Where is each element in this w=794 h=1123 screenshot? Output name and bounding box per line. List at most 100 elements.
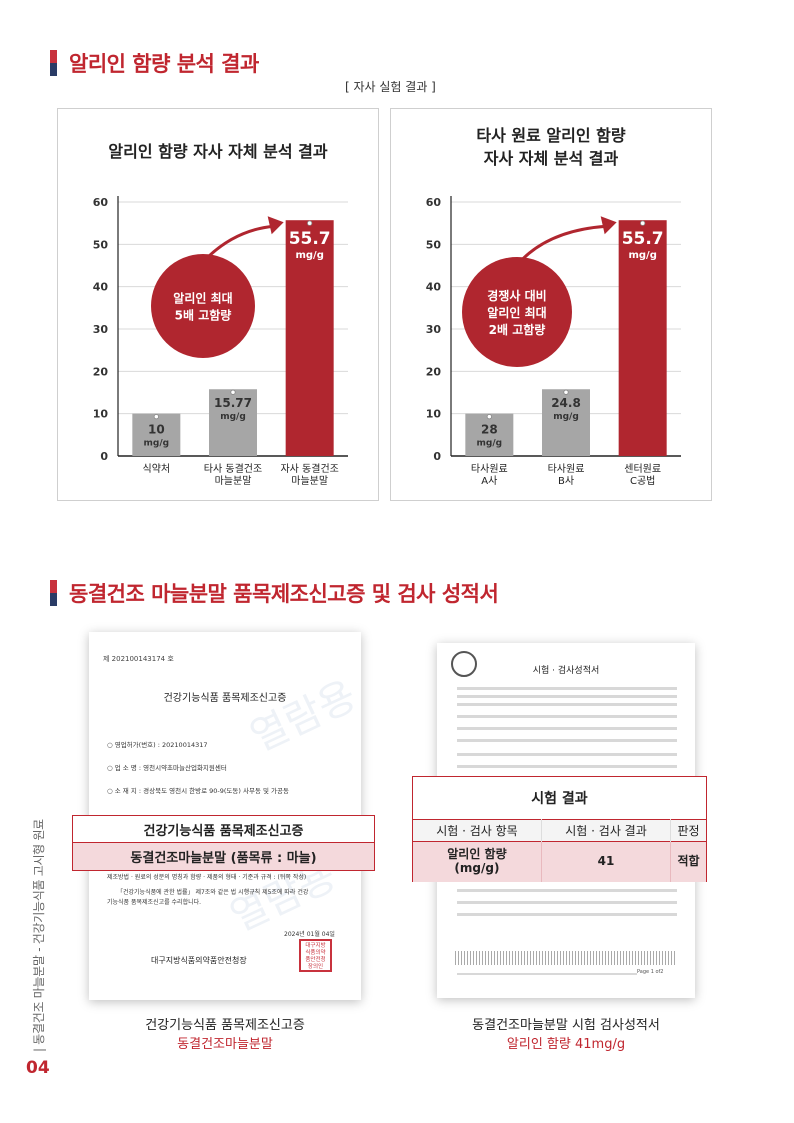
section-marker	[50, 50, 57, 76]
report-seal-icon	[451, 651, 477, 677]
callout-arrowhead	[600, 216, 617, 235]
y-tick-label: 30	[426, 323, 442, 336]
col-header-item: 시험 · 검사 항목	[413, 819, 542, 842]
cert-line2: ○ 업 소 명 : 영천시약초마늘산업화지원센터	[107, 764, 227, 772]
cert-line1: ○ 영업허가(번호) : 20210014317	[107, 741, 208, 749]
x-category-label: 마늘분말	[291, 475, 328, 487]
y-tick-label: 40	[93, 281, 109, 294]
experiment-note: [ 자사 실험 결과 ]	[345, 80, 436, 94]
cert-line6: 기능식품 품목제조신고를 수리합니다.	[107, 899, 202, 906]
cell-item: 알리인 함량 (mg/g)	[413, 841, 542, 882]
y-tick-label: 10	[426, 408, 442, 421]
value-label: 10	[148, 423, 165, 437]
x-category-label: B사	[558, 475, 574, 487]
chart-left-title: 알리인 함량 자사 자체 분석 결과	[108, 142, 327, 161]
page-number: 04	[26, 1058, 50, 1078]
chart-right: 타사 원료 알리인 함량 자사 자체 분석 결과 0 10 20 30 40 50 60 28…	[426, 126, 681, 487]
cert-highlight-product: 동결건조마늘분말 (품목류 : 마늘)	[73, 843, 374, 870]
x-category-label: 센터원료	[624, 463, 661, 475]
cert-caption: 건강기능식품 품목제조신고증 동결건조마늘분말	[75, 1016, 375, 1054]
value-label: 55.7	[289, 229, 331, 249]
unit-label: mg/g	[477, 439, 503, 449]
col-header-result: 시험 · 검사 결과	[541, 819, 672, 842]
section-marker	[50, 580, 57, 606]
callout-text: 5배 고함량	[175, 308, 232, 323]
y-tick-label: 40	[426, 281, 442, 294]
value-label: 15.77	[214, 396, 252, 410]
section-title-text: 알리인 함량 분석 결과	[69, 52, 259, 76]
cert-line5: 「건강기능식품에 관한 법률」 제7조와 같은 법 시행규칙 제5조에 따라 건…	[117, 889, 309, 896]
y-tick-label: 20	[426, 365, 442, 378]
y-tick-label: 20	[93, 365, 109, 378]
bar-0	[132, 413, 181, 456]
x-category-label: 타사원료	[548, 463, 585, 475]
section-title-allicin: 알리인 함량 분석 결과	[50, 48, 259, 78]
bar-0	[465, 413, 514, 456]
value-label: 55.7	[622, 229, 664, 249]
value-label: 24.8	[551, 396, 581, 410]
chart-right-title-line2: 자사 자체 분석 결과	[484, 149, 619, 168]
bar-1	[542, 389, 590, 456]
chart-left-box: 알리인 함량 자사 자체 분석 결과 0 10 20 30 40 50 60 10 mg/g 식약…	[57, 108, 379, 501]
callout-circle	[462, 257, 572, 367]
chart-right-box: 타사 원료 알리인 함량 자사 자체 분석 결과 0 10 20 30 40 50 60 28…	[390, 108, 712, 501]
cert-number: 제 202100143174 호	[103, 655, 174, 663]
section-title-documents: 동결건조 마늘분말 품목제조신고증 및 검사 성적서	[50, 578, 499, 608]
callout-text: 2배 고함량	[489, 322, 546, 337]
cert-date: 2024년 01월 04일	[284, 931, 335, 938]
chart-right-title-line1: 타사 원료 알리인 함량	[476, 126, 625, 145]
report-barcode	[455, 951, 677, 965]
cell-judgement: 적합	[670, 841, 706, 882]
bar-top-dot	[640, 220, 646, 226]
cert-caption-line2: 동결건조마늘분말	[177, 1037, 273, 1052]
report-caption-line1: 동결건조마늘분말 시험 검사성적서	[472, 1018, 660, 1033]
report-caption-line2: 알리인 함량 41mg/g	[506, 1037, 626, 1052]
x-category-label: 자사 동결건조	[280, 463, 338, 475]
bar-top-dot	[230, 389, 236, 395]
x-category-label: 타사 동결건조	[204, 463, 262, 475]
report-doc-title: 시험 · 검사성적서	[532, 666, 600, 676]
y-tick-label: 30	[93, 323, 109, 336]
col-header-judgement: 판정	[670, 819, 706, 842]
report-page: Page 1 of2	[637, 969, 664, 975]
y-tick-label: 10	[93, 408, 109, 421]
test-result-table: 시험 · 검사 항목 시험 · 검사 결과 판정 알리인 함량 (mg/g) 4…	[413, 819, 706, 882]
y-tick-label: 60	[93, 196, 109, 209]
value-label: 28	[481, 423, 498, 437]
cert-issuer: 대구지방식품의약품안전청장	[151, 956, 247, 965]
y-tick-label: 0	[100, 450, 108, 463]
cert-highlight: 건강기능식품 품목제조신고증 동결건조마늘분말 (품목류 : 마늘)	[72, 815, 375, 871]
section-title-text: 동결건조 마늘분말 품목제조신고증 및 검사 성적서	[69, 582, 499, 606]
cert-highlight-title: 건강기능식품 품목제조신고증	[73, 816, 374, 843]
bar-2	[618, 220, 667, 456]
cert-line3: ○ 소 재 지 : 경상북도 영천시 한방로 90-9(도동) 사무동 및 가공…	[107, 787, 289, 795]
test-result-highlight: 시험 결과 시험 · 검사 항목 시험 · 검사 결과 판정 알리인 함량 (m…	[412, 776, 707, 882]
y-tick-label: 60	[426, 196, 442, 209]
cell-result: 41	[541, 841, 672, 882]
x-category-label: 식약처	[143, 463, 171, 475]
y-tick-label: 50	[426, 238, 442, 251]
unit-label: mg/g	[220, 412, 246, 422]
test-result-heading: 시험 결과	[531, 791, 588, 807]
cert-doc-title: 건강기능식품 품목제조신고증	[163, 693, 287, 704]
callout-text: 알리인 최대	[487, 305, 546, 320]
x-category-label: C공법	[630, 475, 655, 487]
bar-1	[209, 389, 257, 456]
svg-text:열람용: 열람용	[244, 673, 361, 761]
unit-label: mg/g	[295, 250, 323, 261]
y-tick-label: 0	[433, 450, 441, 463]
bar-top-dot	[153, 414, 159, 420]
callout-text: 알리인 최대	[173, 291, 232, 306]
x-category-label: A사	[481, 475, 497, 487]
x-category-label: 타사원료	[471, 463, 508, 475]
y-tick-label: 50	[93, 238, 109, 251]
report-caption: 동결건조마늘분말 시험 검사성적서 알리인 함량 41mg/g	[416, 1016, 716, 1054]
unit-label: mg/g	[553, 412, 579, 422]
unit-label: mg/g	[144, 439, 170, 449]
cert-caption-line1: 건강기능식품 품목제조신고증	[145, 1018, 305, 1033]
bar-top-dot	[486, 414, 492, 420]
callout-circle	[151, 254, 255, 358]
bar-top-dot	[563, 389, 569, 395]
bar-top-dot	[307, 220, 313, 226]
callout-text: 경쟁사 대비	[487, 288, 546, 303]
